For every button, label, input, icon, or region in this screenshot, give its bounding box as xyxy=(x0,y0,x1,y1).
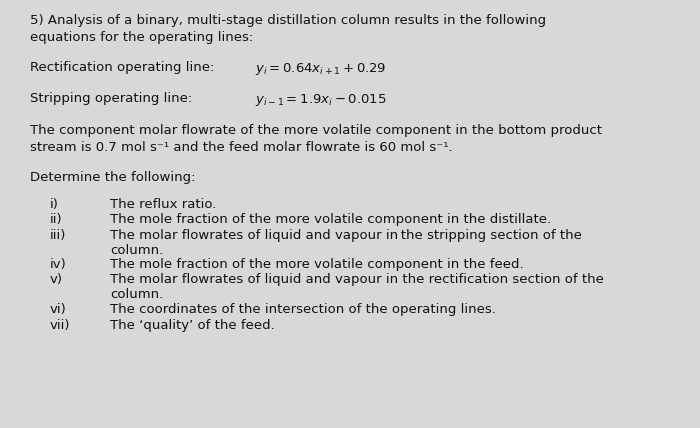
Text: 5) Analysis of a binary, multi-stage distillation column results in the followin: 5) Analysis of a binary, multi-stage dis… xyxy=(30,14,546,27)
Text: The coordinates of the intersection of the operating lines.: The coordinates of the intersection of t… xyxy=(110,303,496,316)
Text: iii): iii) xyxy=(50,229,66,241)
Text: ii): ii) xyxy=(50,213,62,226)
Text: iv): iv) xyxy=(50,258,66,271)
Text: i): i) xyxy=(50,197,59,211)
Text: Rectification operating line:: Rectification operating line: xyxy=(30,61,214,74)
Text: equations for the operating lines:: equations for the operating lines: xyxy=(30,30,253,44)
Text: v): v) xyxy=(50,273,63,286)
Text: Determine the following:: Determine the following: xyxy=(30,171,195,184)
Text: vii): vii) xyxy=(50,318,71,332)
Text: vi): vi) xyxy=(50,303,66,316)
Text: The mole fraction of the more volatile component in the distillate.: The mole fraction of the more volatile c… xyxy=(110,213,551,226)
Text: The component molar flowrate of the more volatile component in the bottom produc: The component molar flowrate of the more… xyxy=(30,124,602,137)
Text: $y_{i-1} = 1.9x_i - 0.015$: $y_{i-1} = 1.9x_i - 0.015$ xyxy=(255,92,386,107)
Text: column.: column. xyxy=(110,244,163,256)
Text: The molar flowrates of liquid and vapour in the stripping section of the: The molar flowrates of liquid and vapour… xyxy=(110,229,582,241)
Text: stream is 0.7 mol s⁻¹ and the feed molar flowrate is 60 mol s⁻¹.: stream is 0.7 mol s⁻¹ and the feed molar… xyxy=(30,140,453,154)
Text: The ‘quality’ of the feed.: The ‘quality’ of the feed. xyxy=(110,318,274,332)
Text: $y_i = 0.64x_{i+1} + 0.29$: $y_i = 0.64x_{i+1} + 0.29$ xyxy=(255,61,386,77)
Text: The reflux ratio.: The reflux ratio. xyxy=(110,197,216,211)
Text: The molar flowrates of liquid and vapour in the rectification section of the: The molar flowrates of liquid and vapour… xyxy=(110,273,604,286)
Text: Stripping operating line:: Stripping operating line: xyxy=(30,92,193,104)
Text: The mole fraction of the more volatile component in the feed.: The mole fraction of the more volatile c… xyxy=(110,258,524,271)
Text: column.: column. xyxy=(110,288,163,301)
